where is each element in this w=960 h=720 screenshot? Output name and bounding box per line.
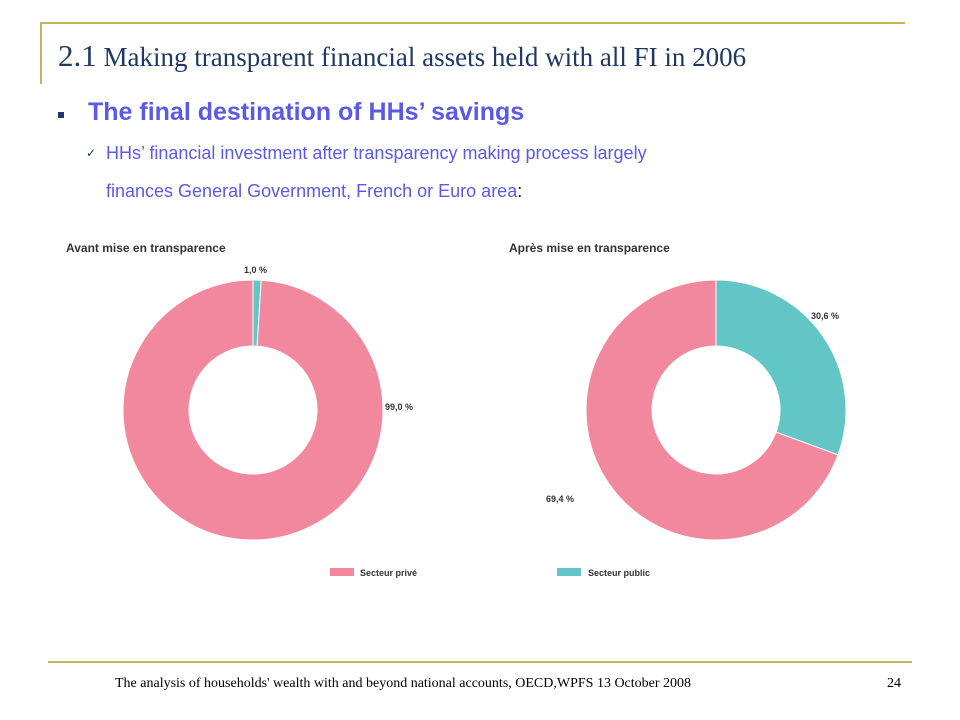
chart-apres-title: Après mise en transparence bbox=[509, 241, 670, 255]
chart-apres-prive-label: 69,4 % bbox=[546, 494, 574, 504]
chart-apres-legend-label: Secteur public bbox=[588, 568, 650, 578]
subheading: The final destination of HHs’ savings bbox=[88, 98, 525, 126]
body-text-line-2: finances General Government, French or E… bbox=[106, 181, 522, 202]
chart-apres-slice-public bbox=[715, 279, 847, 456]
chart-avant-public-label: 1,0 % bbox=[244, 265, 267, 275]
chart-avant-legend-label: Secteur privé bbox=[360, 568, 417, 578]
frame-bottom-line bbox=[48, 661, 912, 663]
chart-avant: Avant mise en transparence 1,0 % 99,0 % … bbox=[66, 241, 417, 578]
chart-avant-legend-swatch bbox=[330, 568, 354, 576]
frame-top-line bbox=[40, 22, 905, 24]
chart-apres: Après mise en transparence 30,6 % 69,4 %… bbox=[509, 241, 847, 578]
checkmark-icon: ✓ bbox=[86, 146, 97, 160]
chart-apres-legend-swatch bbox=[557, 568, 581, 576]
square-bullet-icon bbox=[58, 112, 64, 118]
chart-apres-slice-prive bbox=[585, 279, 839, 541]
slide-title: 2.1 Making transparent financial assets … bbox=[58, 38, 746, 74]
chart-avant-title: Avant mise en transparence bbox=[66, 241, 226, 255]
chart-apres-public-label: 30,6 % bbox=[811, 311, 839, 321]
page-number: 24 bbox=[887, 676, 901, 691]
chart-avant-prive-label: 99,0 % bbox=[385, 402, 413, 412]
frame-left-line bbox=[40, 22, 42, 84]
body-text-line-2-text: finances General Government, French or E… bbox=[106, 181, 518, 201]
body-colon: : bbox=[517, 181, 523, 201]
title-text: Making transparent financial assets held… bbox=[103, 42, 747, 72]
body-text-line-1: HHs’ financial investment after transpar… bbox=[106, 143, 647, 163]
footer-text: The analysis of households' wealth with … bbox=[115, 676, 692, 691]
chart-avant-slice-prive bbox=[122, 279, 384, 541]
title-number: 2.1 bbox=[58, 38, 97, 73]
chart-avant-slice-public bbox=[252, 279, 262, 347]
